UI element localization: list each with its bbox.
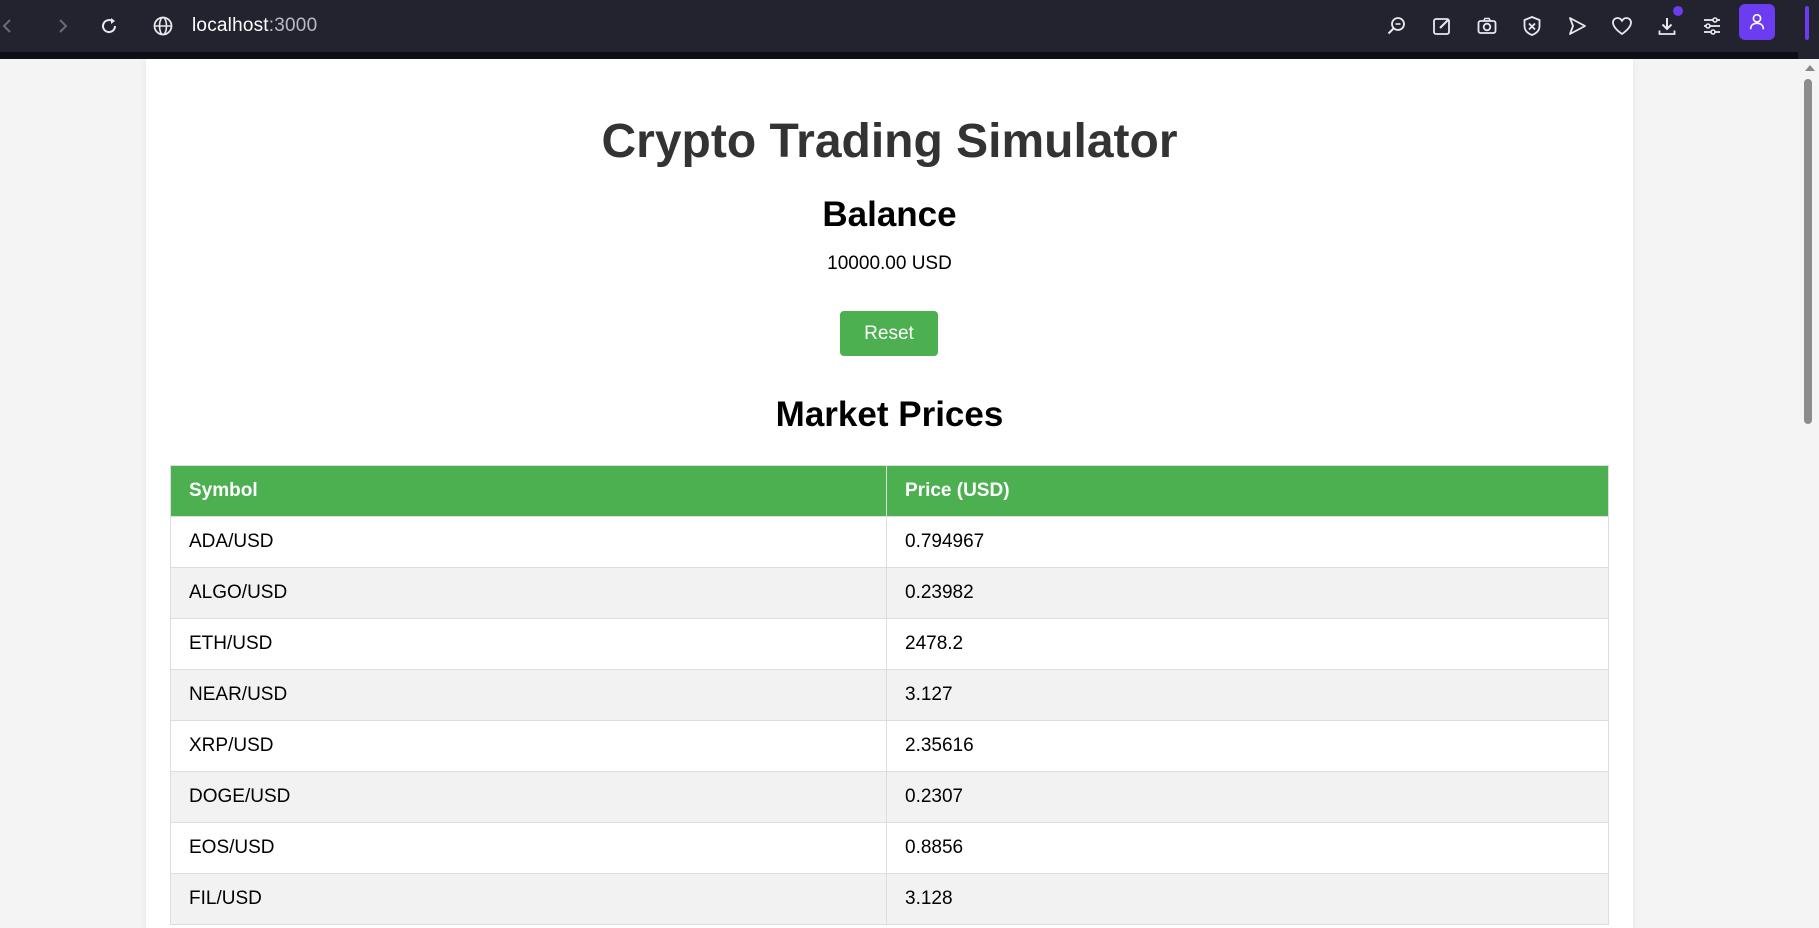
price-cell: 3.127 (886, 669, 1609, 721)
symbol-cell: NEAR/USD (170, 669, 887, 721)
shield-icon[interactable] (1516, 10, 1548, 42)
symbol-cell: EOS/USD (170, 822, 887, 874)
symbol-cell: DOGE/USD (170, 771, 887, 823)
page-scrollbar[interactable] (1798, 59, 1819, 928)
price-cell: 2478.2 (886, 618, 1609, 670)
page-viewport: Crypto Trading Simulator Balance 10000.0… (0, 59, 1798, 928)
forward-icon[interactable] (46, 10, 78, 42)
browser-toolbar: localhost:3000 (0, 0, 1819, 52)
scroll-thumb[interactable] (1804, 79, 1812, 424)
table-row: ETH/USD 2478.2 (170, 618, 1609, 670)
download-icon[interactable] (1651, 10, 1683, 42)
download-badge (1673, 6, 1683, 16)
symbol-cell: ALGO/USD (170, 567, 887, 619)
symbol-cell: FIL/USD (170, 873, 887, 925)
toolbar-divider (0, 52, 1798, 59)
address-bar[interactable]: localhost:3000 (152, 8, 317, 44)
edit-icon[interactable] (1426, 10, 1458, 42)
price-cell: 0.794967 (886, 516, 1609, 568)
price-cell: 0.8856 (886, 822, 1609, 874)
symbol-cell: XRP/USD (170, 720, 887, 772)
price-cell: 0.23982 (886, 567, 1609, 619)
table-row: FIL/USD 3.128 (170, 873, 1609, 925)
url-host: localhost (192, 15, 269, 36)
symbol-cell: ADA/USD (170, 516, 887, 568)
market-prices-heading: Market Prices (775, 395, 1004, 434)
camera-icon[interactable] (1471, 10, 1503, 42)
profile-icon[interactable] (1739, 4, 1775, 40)
balance-heading: Balance (822, 195, 957, 234)
scroll-up-arrow[interactable] (1805, 65, 1815, 71)
price-cell: 2.35616 (886, 720, 1609, 772)
back-icon[interactable] (0, 10, 24, 42)
reset-button[interactable]: Reset (840, 311, 938, 356)
page-title: Crypto Trading Simulator (601, 115, 1178, 168)
table-row: DOGE/USD 0.2307 (170, 771, 1609, 823)
symbol-cell: ETH/USD (170, 618, 887, 670)
sidebar-indicator (1805, 6, 1809, 40)
url-port: :3000 (268, 15, 318, 36)
table-row: EOS/USD 0.8856 (170, 822, 1609, 874)
table-row: ADA/USD 0.794967 (170, 516, 1609, 568)
column-header-symbol: Symbol (170, 465, 887, 517)
settings-icon[interactable] (1696, 10, 1728, 42)
price-cell: 0.2307 (886, 771, 1609, 823)
market-prices-table: Symbol Price (USD) ADA/USD 0.794967 ALGO… (170, 465, 1609, 925)
send-icon[interactable] (1561, 10, 1593, 42)
table-row: NEAR/USD 3.127 (170, 669, 1609, 721)
globe-icon (153, 16, 173, 36)
zoom-icon[interactable] (1381, 10, 1413, 42)
app-container: Crypto Trading Simulator Balance 10000.0… (146, 59, 1633, 928)
heart-icon[interactable] (1606, 10, 1638, 42)
reload-icon[interactable] (93, 10, 125, 42)
table-header-row: Symbol Price (USD) (170, 465, 1609, 517)
table-row: ALGO/USD 0.23982 (170, 567, 1609, 619)
balance-value: 10000.00 USD (827, 253, 952, 274)
column-header-price: Price (USD) (886, 465, 1609, 517)
price-cell: 3.128 (886, 873, 1609, 925)
table-row: XRP/USD 2.35616 (170, 720, 1609, 772)
